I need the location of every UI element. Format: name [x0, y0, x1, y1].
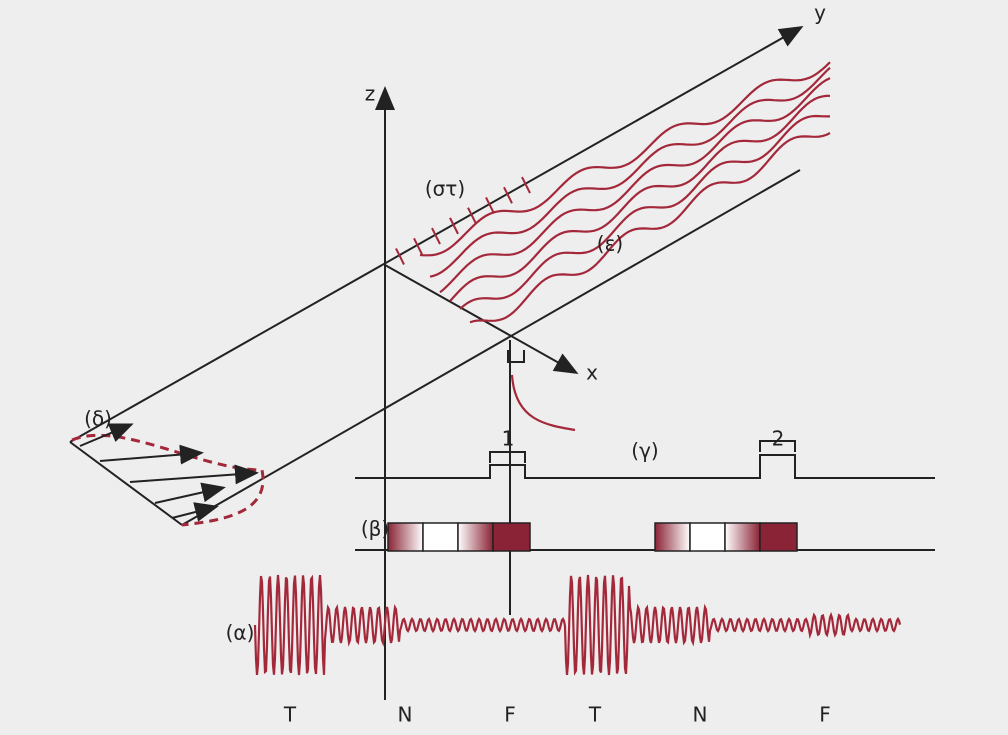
part-label: (δ)	[84, 407, 112, 431]
axis-label: z	[365, 82, 376, 106]
part-label: (ε)	[597, 232, 623, 256]
segment-label: F	[819, 703, 831, 727]
segment-label: F	[504, 703, 516, 727]
part-label: 2	[772, 427, 785, 451]
axis-label: x	[586, 361, 598, 385]
segment-label: T	[588, 703, 602, 727]
diagram: z y x (στ) (ε) (δ) 1 2 (γ) (β) (α) T N F T N…	[0, 0, 1008, 735]
part-label: (β)	[361, 517, 389, 541]
segment-label: N	[693, 703, 708, 727]
segment-label: N	[398, 703, 413, 727]
segment-label: T	[283, 703, 297, 727]
axis-label: y	[814, 1, 826, 25]
part-label: (α)	[226, 621, 255, 645]
part-label: 1	[502, 427, 515, 451]
background	[0, 0, 1008, 735]
part-label: (στ)	[425, 177, 465, 201]
part-label: (γ)	[631, 439, 658, 463]
